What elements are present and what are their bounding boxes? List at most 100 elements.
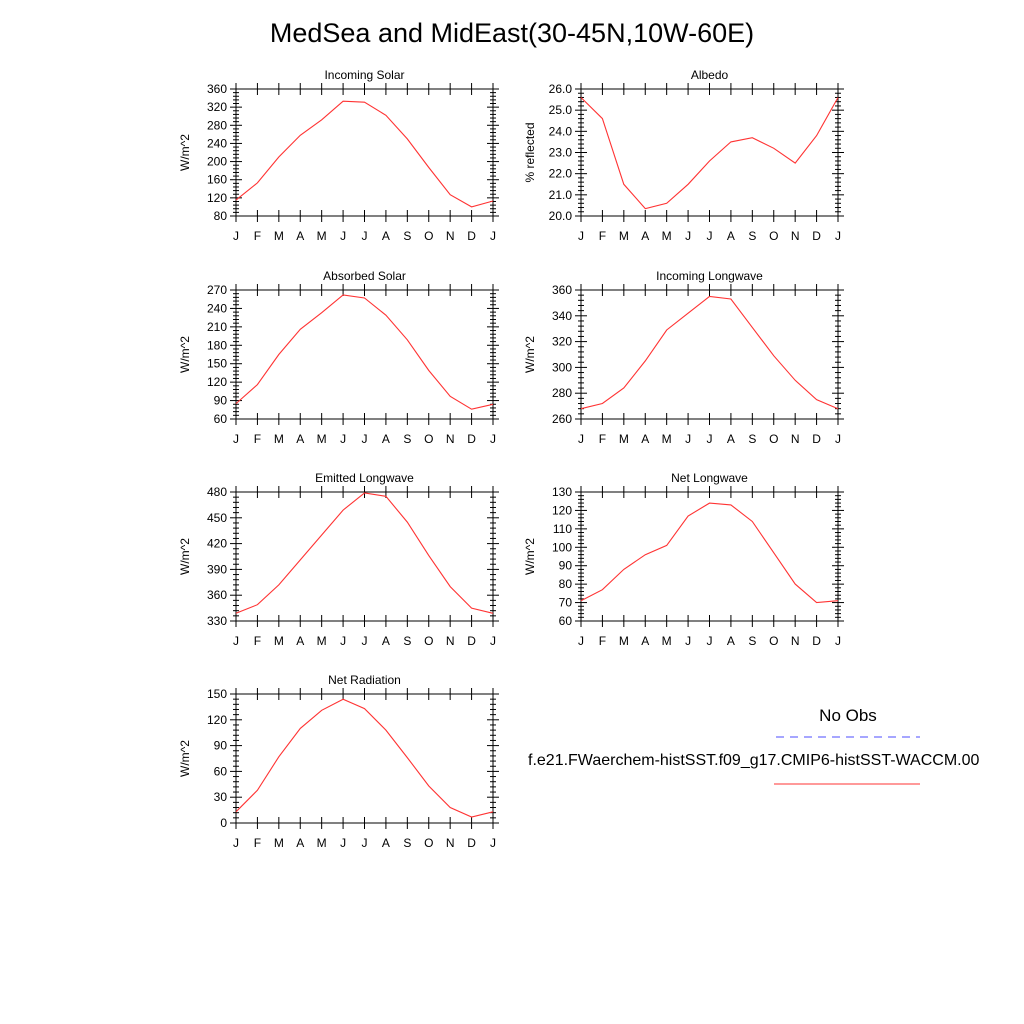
y-tick-label: 340 bbox=[552, 309, 572, 323]
x-tick-label: J bbox=[233, 229, 239, 243]
x-tick-label: M bbox=[619, 432, 629, 446]
x-tick-label: J bbox=[340, 634, 346, 648]
y-tick-label: 24.0 bbox=[549, 124, 573, 138]
x-tick-label: N bbox=[446, 229, 455, 243]
x-tick-label: F bbox=[254, 634, 261, 648]
plot-frame bbox=[580, 88, 839, 217]
panel-4: Emitted Longwave W/m^2 330 360 390 420 450 480 J… bbox=[178, 471, 499, 648]
x-tick-label: M bbox=[662, 432, 672, 446]
x-tick-label: M bbox=[662, 229, 672, 243]
panel-title: Net Radiation bbox=[328, 673, 401, 687]
x-tick-label: S bbox=[748, 634, 756, 648]
x-tick-label: M bbox=[317, 229, 327, 243]
x-tick-label: D bbox=[812, 229, 821, 243]
y-tick-label: 110 bbox=[553, 522, 572, 536]
x-tick-label: O bbox=[424, 836, 433, 850]
panel-title: Absorbed Solar bbox=[323, 269, 406, 283]
x-tick-label: A bbox=[382, 634, 390, 648]
y-axis-label: W/m^2 bbox=[178, 336, 192, 373]
x-tick-label: N bbox=[791, 432, 800, 446]
y-axis-label: W/m^2 bbox=[178, 740, 192, 777]
x-tick-label: J bbox=[490, 634, 496, 648]
x-tick-label: F bbox=[254, 836, 261, 850]
y-tick-label: 320 bbox=[552, 335, 572, 349]
x-tick-label: J bbox=[362, 836, 368, 850]
x-tick-label: D bbox=[467, 634, 476, 648]
legend-obs-label: No Obs bbox=[819, 706, 877, 725]
x-tick-label: A bbox=[727, 634, 735, 648]
x-tick-label: O bbox=[424, 634, 433, 648]
y-tick-label: 270 bbox=[207, 283, 227, 297]
x-tick-label: A bbox=[641, 634, 649, 648]
x-tick-label: J bbox=[362, 634, 368, 648]
panel-0: Incoming Solar W/m^2 80 120 160 200 240 280 320 3… bbox=[178, 68, 499, 243]
x-tick-label: J bbox=[707, 432, 713, 446]
y-tick-label: 90 bbox=[214, 394, 228, 408]
y-axis-label: W/m^2 bbox=[178, 134, 192, 171]
x-tick-label: F bbox=[599, 634, 606, 648]
x-tick-label: M bbox=[317, 634, 327, 648]
plot-frame bbox=[235, 289, 494, 420]
x-tick-label: M bbox=[662, 634, 672, 648]
x-tick-label: O bbox=[769, 634, 778, 648]
series-line bbox=[580, 502, 839, 604]
x-tick-label: M bbox=[274, 836, 284, 850]
y-tick-label: 80 bbox=[214, 209, 228, 223]
y-tick-label: 26.0 bbox=[549, 82, 573, 96]
y-tick-label: 280 bbox=[552, 386, 572, 400]
x-tick-label: J bbox=[362, 432, 368, 446]
y-tick-label: 300 bbox=[552, 360, 572, 374]
y-tick-label: 100 bbox=[552, 540, 572, 554]
x-tick-label: D bbox=[812, 432, 821, 446]
x-tick-label: J bbox=[685, 634, 691, 648]
series-line bbox=[235, 492, 494, 614]
x-tick-label: M bbox=[274, 432, 284, 446]
panel-title: Emitted Longwave bbox=[315, 471, 414, 485]
series-line bbox=[580, 295, 839, 410]
series-line bbox=[235, 294, 494, 410]
x-tick-label: J bbox=[490, 432, 496, 446]
x-tick-label: D bbox=[467, 432, 476, 446]
y-tick-label: 120 bbox=[207, 713, 227, 727]
x-tick-label: N bbox=[791, 634, 800, 648]
x-tick-label: J bbox=[707, 229, 713, 243]
y-tick-label: 90 bbox=[559, 559, 573, 573]
x-tick-label: M bbox=[317, 836, 327, 850]
y-tick-label: 25.0 bbox=[549, 103, 573, 117]
plot-frame bbox=[580, 289, 839, 420]
x-tick-label: N bbox=[446, 836, 455, 850]
x-tick-label: J bbox=[340, 432, 346, 446]
y-tick-label: 22.0 bbox=[549, 167, 573, 181]
y-tick-label: 21.0 bbox=[549, 188, 573, 202]
figure-title: MedSea and MidEast(30-45N,10W-60E) bbox=[269, 18, 755, 48]
panel-title: Albedo bbox=[691, 68, 729, 82]
y-tick-label: 360 bbox=[552, 283, 572, 297]
y-tick-label: 200 bbox=[207, 155, 227, 169]
x-tick-label: S bbox=[403, 229, 411, 243]
y-tick-label: 260 bbox=[552, 412, 572, 426]
x-tick-label: F bbox=[254, 229, 261, 243]
x-tick-label: S bbox=[403, 432, 411, 446]
x-tick-label: J bbox=[685, 229, 691, 243]
x-tick-label: J bbox=[578, 432, 584, 446]
x-tick-label: J bbox=[233, 634, 239, 648]
y-tick-label: 60 bbox=[214, 764, 228, 778]
x-tick-label: A bbox=[296, 836, 304, 850]
y-tick-label: 420 bbox=[207, 537, 227, 551]
y-tick-label: 160 bbox=[207, 173, 227, 187]
x-tick-label: N bbox=[791, 229, 800, 243]
x-tick-label: J bbox=[362, 229, 368, 243]
x-tick-label: J bbox=[578, 634, 584, 648]
x-tick-label: A bbox=[382, 836, 390, 850]
x-tick-label: J bbox=[685, 432, 691, 446]
x-tick-label: J bbox=[233, 432, 239, 446]
x-tick-label: J bbox=[707, 634, 713, 648]
x-tick-label: A bbox=[641, 432, 649, 446]
y-tick-label: 120 bbox=[207, 191, 227, 205]
x-tick-label: D bbox=[467, 229, 476, 243]
y-axis-label: W/m^2 bbox=[523, 538, 537, 575]
y-tick-label: 210 bbox=[207, 320, 227, 334]
